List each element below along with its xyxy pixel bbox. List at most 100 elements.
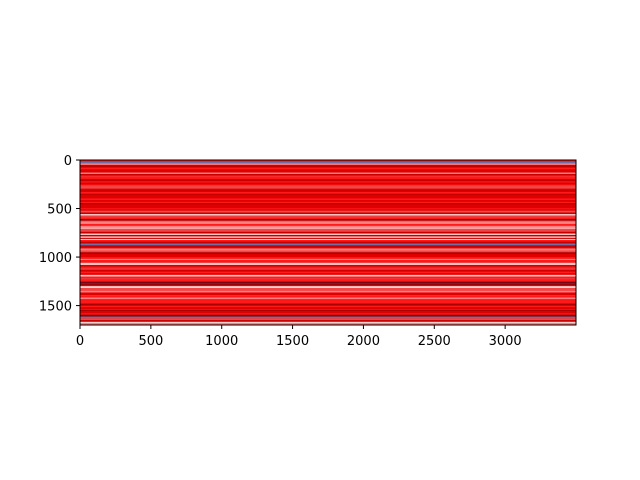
heatmap-band — [80, 269, 576, 271]
heatmap-band — [80, 165, 576, 168]
heatmap-band — [80, 284, 576, 286]
heatmap-band — [80, 243, 576, 246]
heatmap-band — [80, 300, 576, 303]
heatmap-band — [80, 253, 576, 256]
heatmap-band — [80, 303, 576, 306]
heatmap-band — [80, 241, 576, 242]
heatmap-band — [80, 246, 576, 249]
heatmap-band — [80, 236, 576, 238]
x-tick-label: 0 — [76, 334, 84, 349]
heatmap-band — [80, 224, 576, 226]
heatmap-band — [80, 178, 576, 180]
heatmap-band — [80, 296, 576, 298]
heatmap-band — [80, 215, 576, 217]
heatmap-band — [80, 279, 576, 282]
heatmap-band — [80, 250, 576, 253]
heatmap-band — [80, 233, 576, 236]
heatmap-band — [80, 248, 576, 250]
heatmap-band — [80, 190, 576, 192]
heatmap-band — [80, 273, 576, 275]
heatmap-band — [80, 238, 576, 240]
x-tick-label: 2000 — [347, 334, 380, 349]
heatmap-band — [80, 265, 576, 267]
y-tick-label: 500 — [47, 203, 72, 218]
heatmap-band — [80, 315, 576, 317]
axes-frame — [79, 159, 577, 326]
heatmap-band — [80, 245, 576, 247]
heatmap-band — [80, 309, 576, 312]
heatmap-band — [80, 302, 576, 304]
heatmap-band — [80, 283, 576, 285]
heatmap-band — [80, 173, 576, 176]
heatmap-band — [80, 210, 576, 213]
heatmap-band — [80, 212, 576, 214]
heatmap-band — [80, 266, 576, 269]
heatmap-band — [80, 176, 576, 179]
heatmap-band — [80, 282, 576, 284]
heatmap-band — [80, 205, 576, 207]
heatmap-band — [80, 249, 576, 251]
heatmap-band — [80, 313, 576, 315]
heatmap-band — [80, 262, 576, 263]
x-tick-label: 1000 — [205, 334, 238, 349]
x-tick-label: 1500 — [276, 334, 309, 349]
heatmap-band — [80, 221, 576, 224]
heatmap-band — [80, 276, 576, 279]
heatmap-band — [80, 163, 576, 165]
heatmap-band — [80, 185, 576, 187]
heatmap-band — [80, 297, 576, 300]
heatmap-band — [80, 318, 576, 321]
heatmap-band — [80, 259, 576, 262]
heatmap-band — [80, 305, 576, 308]
y-tick-label: 1500 — [39, 300, 72, 315]
heatmap-band — [80, 231, 576, 234]
heatmap-band — [80, 184, 576, 186]
heatmap-band — [80, 289, 576, 291]
heatmap-band — [80, 201, 576, 204]
heatmap-band — [80, 237, 576, 239]
heatmap-band — [80, 281, 576, 283]
heatmap-band — [80, 311, 576, 314]
heatmap-band — [80, 321, 576, 323]
heatmap-band — [80, 295, 576, 297]
heatmap-band — [80, 186, 576, 189]
heatmap-band — [80, 262, 576, 266]
heatmap-band — [80, 172, 576, 174]
heatmap-band — [80, 161, 576, 164]
heatmap-band — [80, 314, 576, 316]
heatmap-band — [80, 220, 576, 222]
heatmap-band — [80, 175, 576, 177]
heatmap-band — [80, 195, 576, 197]
heatmap-band — [80, 179, 576, 182]
heatmap-band — [80, 292, 576, 294]
heatmap-band — [80, 322, 576, 325]
y-tick-label: 0 — [64, 154, 72, 169]
heatmap-band — [80, 257, 576, 259]
heatmap-band — [80, 235, 576, 237]
heatmap-band — [80, 274, 576, 277]
heatmap-band — [80, 167, 576, 170]
heatmap-band — [80, 198, 576, 201]
heatmap-band — [80, 285, 576, 287]
y-axis: 0 500 1000 1500 — [39, 154, 80, 315]
heatmap-band — [80, 309, 576, 310]
heatmap-band — [80, 181, 576, 183]
heatmap-band — [80, 225, 576, 228]
heatmap-band — [80, 261, 576, 263]
heatmap-band — [80, 287, 576, 290]
heatmap-band — [80, 188, 576, 191]
heatmap-band — [80, 208, 576, 210]
heatmap-band — [80, 235, 576, 236]
heatmap-band — [80, 293, 576, 296]
heatmap-band — [80, 316, 576, 319]
heatmap-band — [80, 227, 576, 229]
x-tick-label: 2500 — [418, 334, 451, 349]
x-tick-label: 500 — [138, 334, 163, 349]
heatmap-band — [80, 200, 576, 202]
heatmap-band — [80, 196, 576, 199]
heatmap-band — [80, 307, 576, 310]
heatmap-band — [80, 216, 576, 218]
heatmap-band — [80, 258, 576, 260]
heatmap-band — [80, 160, 576, 162]
